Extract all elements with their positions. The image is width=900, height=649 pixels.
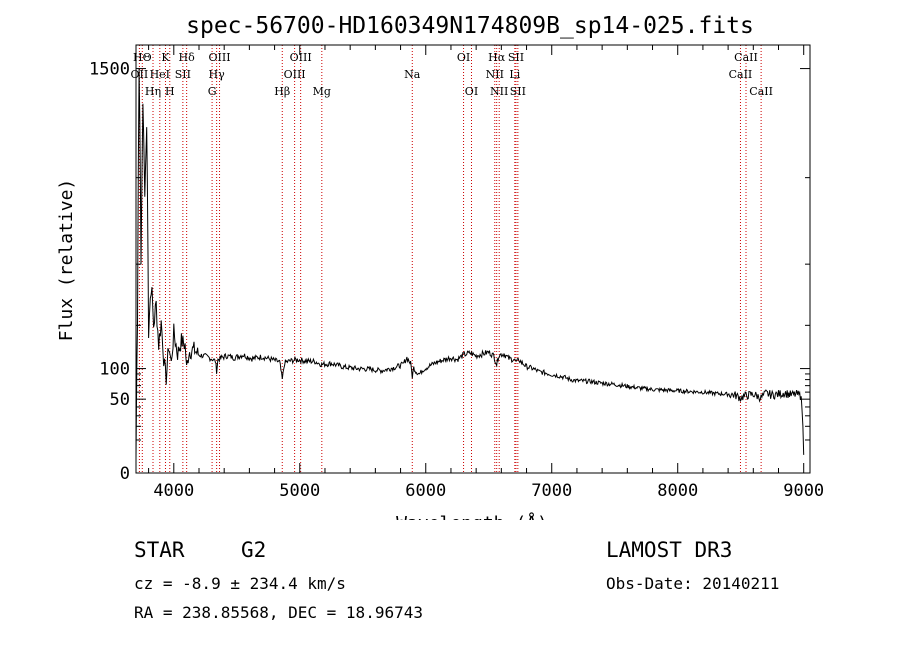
spectral-line-label: OIII xyxy=(208,51,230,64)
chart-title: spec-56700-HD160349N174809B_sp14-025.fit… xyxy=(186,13,754,39)
spectral-line-label: SII xyxy=(175,68,191,81)
x-tick-label: 6000 xyxy=(405,481,446,501)
spectral-line-label: OII xyxy=(131,68,149,81)
x-axis-label: Wavelength (Å) xyxy=(396,512,548,520)
spectral-line-label: HeI xyxy=(150,68,170,81)
spectral-line-label: Hη xyxy=(145,85,161,98)
object-class: STAR xyxy=(134,538,185,562)
spectral-line-label: HΘ xyxy=(133,51,152,64)
spectral-line-label: OIII xyxy=(284,68,306,81)
spectral-line-label: CaII xyxy=(734,51,758,64)
spectral-line-label: Mg xyxy=(313,85,331,98)
spectral-line-label: NII xyxy=(486,68,504,81)
x-tick-label: 7000 xyxy=(531,481,572,501)
spectral-line-label: OI xyxy=(465,85,478,98)
spectral-line-label: OI xyxy=(457,51,470,64)
spectral-line-label: G xyxy=(208,85,217,98)
x-tick-label: 5000 xyxy=(279,481,320,501)
spectral-line-label: Hα xyxy=(488,51,506,64)
spectral-line-label: K xyxy=(161,51,170,64)
y-tick-label: 50 xyxy=(110,390,130,410)
spectrum-line xyxy=(135,68,805,459)
spectral-line-label: SII xyxy=(510,85,526,98)
y-axis-label: Flux (relative) xyxy=(56,179,77,342)
spectral-line-label: Hδ xyxy=(179,51,196,64)
spectral-line-label: Hβ xyxy=(274,85,290,98)
redshift-value: cz = -8.9 ± 234.4 km/s xyxy=(134,574,346,593)
spectral-line-label: Na xyxy=(404,68,421,81)
coordinates: RA = 238.85568, DEC = 18.96743 xyxy=(134,603,423,622)
spectral-line-label: Hγ xyxy=(209,68,226,81)
x-tick-label: 8000 xyxy=(657,481,698,501)
spectral-line-label: SII xyxy=(508,51,524,64)
observation-date: Obs-Date: 20140211 xyxy=(606,574,780,593)
spectral-line-label: CaII xyxy=(749,85,773,98)
spectrum-chart: HΘ OII Hη K HeI H Hδ SII OIII Hγ G Hβ OIII OIII Mg Na OI… xyxy=(56,13,824,520)
y-tick-label: 1500 xyxy=(89,60,130,80)
spectral-line-label: NII xyxy=(490,85,508,98)
y-tick-label: 100 xyxy=(99,360,130,380)
x-tick-label: 9000 xyxy=(783,481,824,501)
plot-frame xyxy=(135,44,811,474)
spectral-line-label: CaII xyxy=(729,68,753,81)
y-tick-label: 0 xyxy=(120,464,130,484)
spectral-line-label: OIII xyxy=(290,51,312,64)
survey-name: LAMOST DR3 xyxy=(606,538,733,562)
x-tick-label: 4000 xyxy=(153,481,194,501)
spectral-line-label: Li xyxy=(509,68,520,81)
spectral-line-label: H xyxy=(165,85,175,98)
spectral-subclass: G2 xyxy=(241,538,267,562)
